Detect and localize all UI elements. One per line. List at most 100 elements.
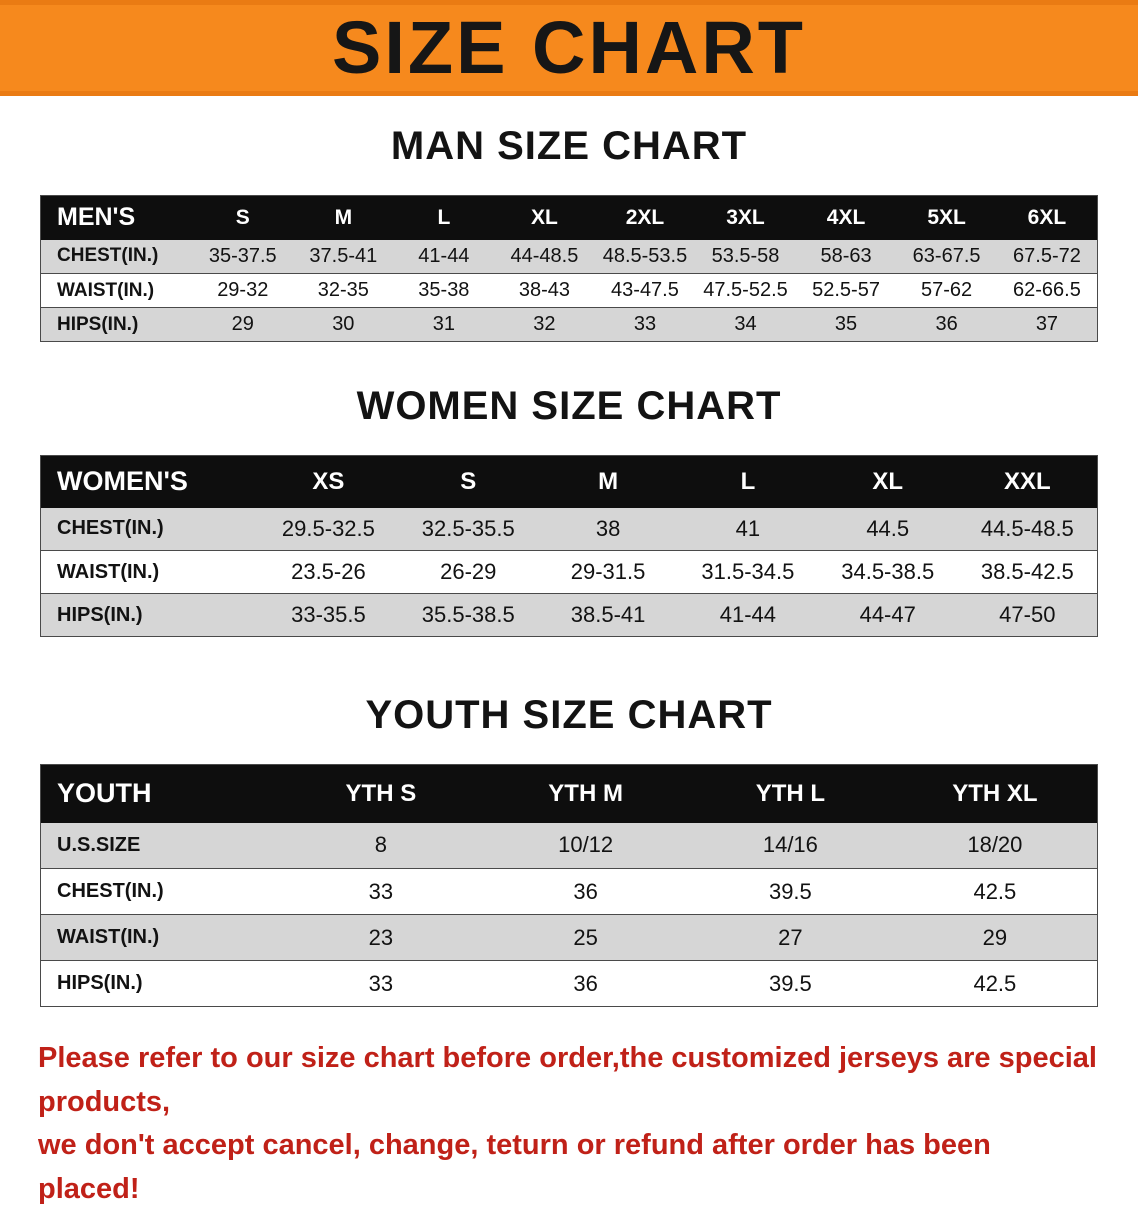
value-cell: 36 xyxy=(483,868,688,915)
table-title-cell: MEN'S xyxy=(40,195,193,240)
value-cell: 33-35.5 xyxy=(258,593,399,637)
value-cell: 23 xyxy=(278,914,484,961)
value-cell: 35 xyxy=(795,307,897,342)
value-cell: 35.5-38.5 xyxy=(398,593,539,637)
value-cell: 44-47 xyxy=(817,593,958,637)
women-size-table: WOMEN'S XS S M L XL XXL CHEST(IN.) 29.5-… xyxy=(40,455,1098,637)
value-cell: 35-37.5 xyxy=(192,239,294,274)
row-label: CHEST(IN.) xyxy=(40,868,279,915)
header-cell: XL xyxy=(494,195,595,240)
header-cell: L xyxy=(393,195,495,240)
table-row: WAIST(IN.) 23 25 27 29 xyxy=(40,914,1098,961)
table-row: HIPS(IN.) 33 36 39.5 42.5 xyxy=(40,960,1098,1007)
row-label: CHEST(IN.) xyxy=(40,239,193,274)
value-cell: 29 xyxy=(892,914,1098,961)
value-cell: 57-62 xyxy=(896,273,997,308)
value-cell: 47-50 xyxy=(957,593,1098,637)
value-cell: 42.5 xyxy=(892,868,1098,915)
value-cell: 58-63 xyxy=(795,239,897,274)
men-header-row: MEN'S S M L XL 2XL 3XL 4XL 5XL 6XL xyxy=(40,195,1098,240)
table-row: WAIST(IN.) 29-32 32-35 35-38 38-43 43-47… xyxy=(40,273,1098,308)
table-row: HIPS(IN.) 29 30 31 32 33 34 35 36 37 xyxy=(40,307,1098,342)
value-cell: 25 xyxy=(483,914,688,961)
value-cell: 32-35 xyxy=(293,273,394,308)
table-row: CHEST(IN.) 33 36 39.5 42.5 xyxy=(40,868,1098,915)
table-row: HIPS(IN.) 33-35.5 35.5-38.5 38.5-41 41-4… xyxy=(40,593,1098,637)
value-cell: 37.5-41 xyxy=(293,239,394,274)
value-cell: 63-67.5 xyxy=(896,239,997,274)
value-cell: 41-44 xyxy=(393,239,495,274)
value-cell: 38.5-41 xyxy=(538,593,678,637)
row-label: HIPS(IN.) xyxy=(40,960,279,1007)
header-cell: YTH M xyxy=(483,764,688,823)
value-cell: 33 xyxy=(278,868,484,915)
header-cell: XXL xyxy=(957,455,1098,508)
header-cell: XS xyxy=(258,455,399,508)
value-cell: 14/16 xyxy=(688,822,893,869)
value-cell: 32.5-35.5 xyxy=(398,507,539,551)
value-cell: 29-31.5 xyxy=(538,550,678,594)
value-cell: 39.5 xyxy=(688,868,893,915)
value-cell: 36 xyxy=(483,960,688,1007)
row-label: WAIST(IN.) xyxy=(40,550,259,594)
value-cell: 33 xyxy=(594,307,696,342)
value-cell: 29-32 xyxy=(192,273,294,308)
value-cell: 44.5-48.5 xyxy=(957,507,1098,551)
value-cell: 10/12 xyxy=(483,822,688,869)
row-label: HIPS(IN.) xyxy=(40,307,193,342)
value-cell: 34 xyxy=(695,307,796,342)
value-cell: 30 xyxy=(293,307,394,342)
men-section-heading: MAN SIZE CHART xyxy=(390,124,748,168)
row-label: WAIST(IN.) xyxy=(40,914,279,961)
value-cell: 29 xyxy=(192,307,294,342)
value-cell: 44.5 xyxy=(817,507,958,551)
table-title-cell: WOMEN'S xyxy=(40,455,259,508)
disclaimer-line-2: we don't accept cancel, change, teturn o… xyxy=(38,1129,991,1205)
banner-title: SIZE CHART xyxy=(332,6,806,89)
value-cell: 47.5-52.5 xyxy=(695,273,796,308)
header-cell: M xyxy=(538,455,678,508)
header-cell: YTH XL xyxy=(892,764,1098,823)
size-chart-banner: SIZE CHART xyxy=(0,0,1138,96)
table-row: U.S.SIZE 8 10/12 14/16 18/20 xyxy=(40,822,1098,869)
youth-section-heading: YOUTH SIZE CHART xyxy=(365,693,773,737)
value-cell: 43-47.5 xyxy=(594,273,696,308)
value-cell: 26-29 xyxy=(398,550,539,594)
value-cell: 67.5-72 xyxy=(996,239,1098,274)
header-cell: L xyxy=(677,455,818,508)
value-cell: 41-44 xyxy=(677,593,818,637)
value-cell: 31.5-34.5 xyxy=(677,550,818,594)
row-label: WAIST(IN.) xyxy=(40,273,193,308)
disclaimer-text: Please refer to our size chart before or… xyxy=(38,1037,1100,1211)
table-title-cell: YOUTH xyxy=(40,764,279,823)
value-cell: 35-38 xyxy=(393,273,495,308)
value-cell: 38.5-42.5 xyxy=(957,550,1098,594)
value-cell: 29.5-32.5 xyxy=(258,507,399,551)
value-cell: 27 xyxy=(688,914,893,961)
value-cell: 39.5 xyxy=(688,960,893,1007)
value-cell: 48.5-53.5 xyxy=(594,239,696,274)
row-label: U.S.SIZE xyxy=(40,822,279,869)
value-cell: 8 xyxy=(278,822,484,869)
value-cell: 38-43 xyxy=(494,273,595,308)
header-cell: S xyxy=(398,455,539,508)
youth-header-row: YOUTH YTH S YTH M YTH L YTH XL xyxy=(40,764,1098,823)
value-cell: 36 xyxy=(896,307,997,342)
header-cell: M xyxy=(293,195,394,240)
table-row: WAIST(IN.) 23.5-26 26-29 29-31.5 31.5-34… xyxy=(40,550,1098,594)
disclaimer-line-1: Please refer to our size chart before or… xyxy=(38,1042,1097,1118)
value-cell: 37 xyxy=(996,307,1098,342)
value-cell: 41 xyxy=(677,507,818,551)
value-cell: 33 xyxy=(278,960,484,1007)
value-cell: 38 xyxy=(538,507,678,551)
header-cell: 4XL xyxy=(795,195,897,240)
value-cell: 44-48.5 xyxy=(494,239,595,274)
youth-size-table: YOUTH YTH S YTH M YTH L YTH XL U.S.SIZE … xyxy=(40,764,1098,1007)
row-label: CHEST(IN.) xyxy=(40,507,259,551)
men-size-table: MEN'S S M L XL 2XL 3XL 4XL 5XL 6XL CHEST… xyxy=(40,195,1098,342)
value-cell: 62-66.5 xyxy=(996,273,1098,308)
header-cell: YTH L xyxy=(688,764,893,823)
women-section-heading: WOMEN SIZE CHART xyxy=(356,384,782,428)
value-cell: 18/20 xyxy=(892,822,1098,869)
value-cell: 42.5 xyxy=(892,960,1098,1007)
